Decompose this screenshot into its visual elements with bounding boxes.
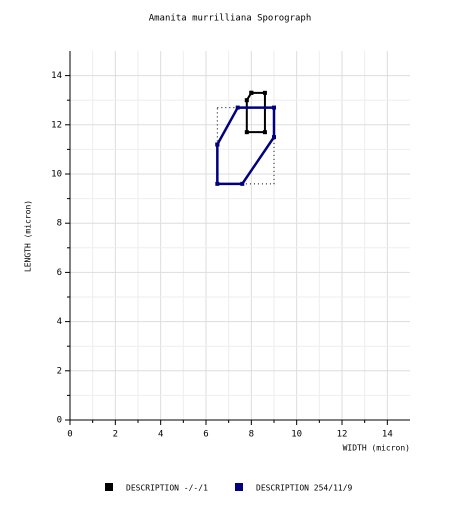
legend-label: DESCRIPTION 254/11/9 — [256, 484, 353, 493]
point — [215, 181, 220, 186]
x-axis-label: WIDTH (micron) — [343, 444, 410, 453]
y-axis-label: LENGTH (micron) — [24, 200, 33, 272]
x-tick-label: 6 — [203, 430, 208, 440]
point — [244, 130, 249, 135]
x-tick-label: 12 — [337, 430, 348, 440]
y-tick-label: 8 — [57, 219, 62, 229]
x-tick-label: 10 — [291, 430, 302, 440]
point — [240, 181, 245, 186]
legend-swatch — [105, 483, 113, 491]
point — [215, 142, 220, 147]
legend-label: DESCRIPTION -/-/1 — [126, 484, 208, 493]
y-tick-label: 12 — [51, 120, 62, 130]
point — [235, 105, 240, 110]
point — [262, 90, 267, 95]
y-tick-label: 2 — [57, 366, 62, 376]
y-tick-label: 14 — [51, 71, 62, 81]
chart-title: Amanita murrilliana Sporograph — [149, 14, 312, 24]
y-tick-label: 0 — [57, 416, 62, 426]
x-tick-label: 4 — [158, 430, 163, 440]
x-tick-label: 8 — [249, 430, 254, 440]
point — [262, 130, 267, 135]
point — [272, 135, 276, 140]
legend-swatch — [235, 483, 243, 491]
x-tick-label: 14 — [382, 430, 393, 440]
y-tick-label: 10 — [51, 170, 62, 180]
x-tick-label: 2 — [113, 430, 118, 440]
y-tick-label: 6 — [57, 268, 62, 278]
point — [249, 90, 254, 95]
y-tick-label: 4 — [57, 317, 62, 327]
x-tick-label: 0 — [67, 430, 72, 440]
plot-area — [70, 51, 410, 420]
point — [272, 105, 276, 110]
point — [244, 98, 249, 103]
